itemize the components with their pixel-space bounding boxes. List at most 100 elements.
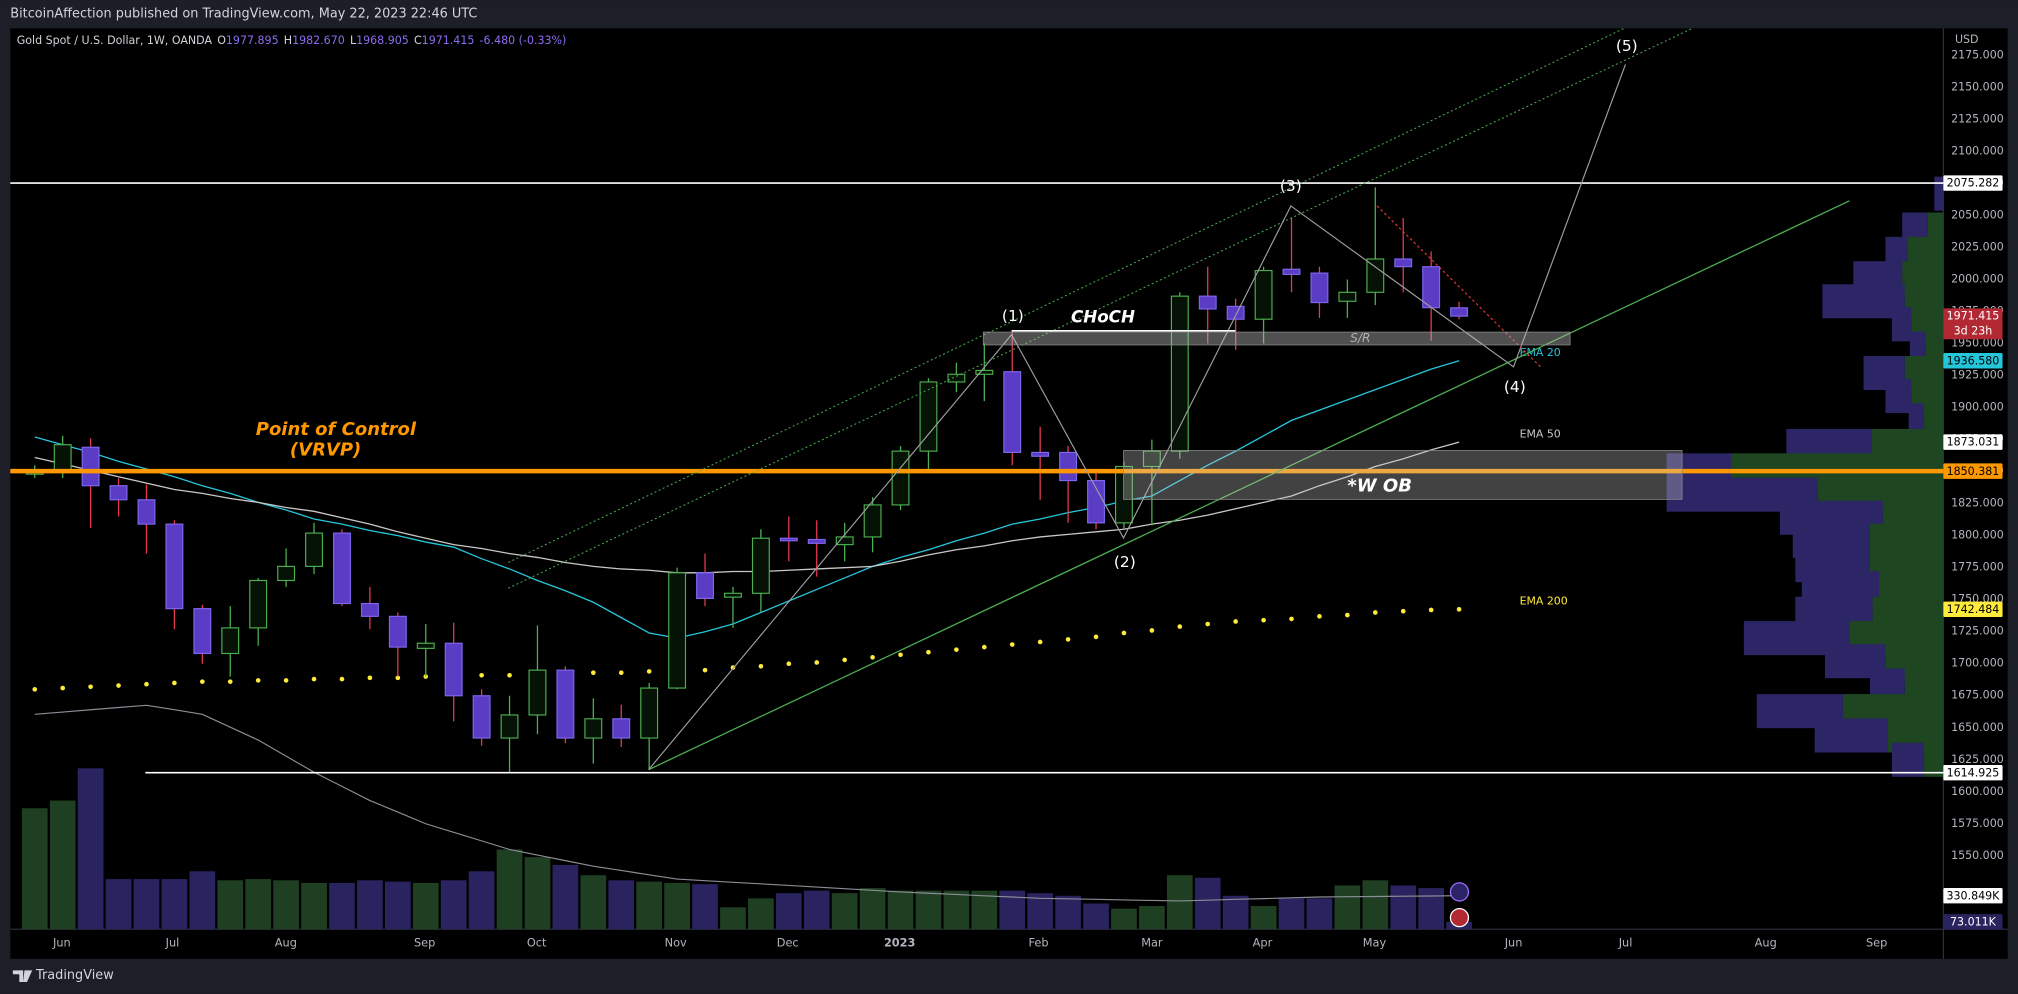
channel-line (508, 27, 1625, 563)
ema-dot (367, 675, 373, 681)
x-tick-label: Mar (1141, 935, 1163, 949)
candle-body (193, 608, 212, 655)
trend-line (648, 200, 1850, 771)
logo (12, 970, 33, 983)
candle-body (1059, 451, 1078, 482)
ema-dot (758, 663, 764, 669)
poc-sublabel: (VRVP) (290, 439, 361, 460)
x-tick-label: 2023 (884, 935, 916, 949)
ema-dot (646, 669, 652, 674)
candle-body (528, 669, 547, 716)
x-tick-label: Nov (665, 935, 687, 949)
candle-body (472, 695, 491, 739)
candle-body (277, 565, 296, 582)
x-tick-label: Oct (527, 935, 547, 949)
wave-label: (3) (1280, 177, 1302, 195)
ema-label: EMA 200 (1520, 595, 1568, 608)
candle-body (863, 504, 882, 538)
candle-body (1003, 371, 1022, 453)
currency: USD (1955, 33, 1979, 46)
profile-down (1885, 379, 1912, 414)
ema-dot (1261, 617, 1266, 623)
y-tick-label: 2025.000 (1951, 240, 2004, 253)
price-label-box (1943, 434, 2003, 450)
ema-dot (981, 644, 987, 650)
candle-body (1338, 291, 1357, 302)
volume-bar (384, 881, 411, 930)
volume-bar (720, 907, 746, 930)
y-tick-label: 1825.000 (1951, 497, 2004, 510)
candle-body (360, 602, 379, 617)
volume-bar (105, 879, 132, 930)
candle-body (779, 537, 798, 542)
volume-bar (803, 890, 830, 930)
ema-dot (591, 670, 596, 676)
volume-pane (21, 704, 1472, 930)
candle-body (81, 446, 100, 487)
ema-line (34, 441, 1460, 574)
candle-body (975, 369, 994, 375)
ema-dot (311, 676, 317, 682)
candle-body (1087, 480, 1105, 524)
x-tick-label: Sep (414, 935, 435, 949)
legend-key: C (414, 34, 422, 47)
x-tick-label: Apr (1253, 935, 1273, 949)
countdown: 3d 23h (1954, 325, 1993, 338)
order-block (1123, 450, 1683, 500)
candle-body (668, 572, 687, 689)
price-label: 2075.282 (1947, 177, 2000, 190)
ema-dot (60, 685, 66, 691)
y-tick-label: 1700.000 (1951, 657, 2004, 670)
volume-bar (580, 875, 607, 930)
candle-body (1226, 305, 1245, 320)
y-tick-label: 2100.000 (1951, 144, 2004, 157)
volume-bar (1278, 898, 1305, 930)
ema-dot (870, 655, 875, 660)
volume-bar (1139, 906, 1165, 930)
ema-dot (1345, 612, 1350, 618)
volume-bar (161, 879, 188, 930)
y-tick-label: 1550.000 (1951, 849, 2004, 862)
candle-body (1394, 258, 1413, 268)
volume-label: 73.011K (1950, 915, 1997, 928)
profile-down (1822, 284, 1905, 319)
ema-dot (814, 660, 820, 665)
choch-label: CHoCH (1071, 306, 1135, 326)
y-tick-label: 2175.000 (1951, 48, 2004, 61)
candle-body (1254, 269, 1273, 320)
candle-body (500, 714, 519, 739)
ema-dot (1009, 642, 1015, 647)
candle-body (1114, 465, 1133, 524)
ema-dot (227, 679, 233, 684)
candle-body (1142, 450, 1161, 468)
volume-bar (1083, 903, 1109, 930)
price-label: 1936.580 (1947, 354, 2000, 367)
volume-bar (496, 849, 523, 930)
candle-body (109, 485, 128, 501)
candle-body (751, 537, 770, 594)
ema-dot (702, 667, 708, 673)
legend-key: O (217, 34, 226, 47)
volume-bar (133, 879, 160, 930)
x-tick-label: Jul (165, 935, 180, 949)
candle-body (556, 669, 575, 739)
profile-down (1891, 307, 1912, 342)
volume-bar (357, 880, 383, 930)
x-tick-label: Jun (52, 935, 71, 949)
price-label-box (1943, 353, 2003, 369)
price-label: 1971.415 (1947, 310, 2000, 323)
profile-down (1814, 718, 1889, 753)
candle-body (919, 381, 938, 452)
price-label-box (1943, 308, 2003, 340)
ema-dot (618, 670, 624, 676)
volume-bar (1166, 875, 1193, 930)
ema-dot (1065, 637, 1071, 642)
volume-bar (273, 880, 299, 930)
header: BitcoinAffection published on TradingVie… (10, 7, 477, 22)
moving-averages: EMA 20 EMA 50 EMA 200 (32, 346, 1568, 692)
ema-dot (1456, 607, 1462, 612)
legend: Gold Spot / U.S. Dollar, 1W, OANDA O1977.… (17, 34, 567, 47)
ema-dot (1037, 639, 1043, 645)
volume-bar (775, 893, 802, 930)
x-tick-label: Sep (1866, 935, 1887, 949)
